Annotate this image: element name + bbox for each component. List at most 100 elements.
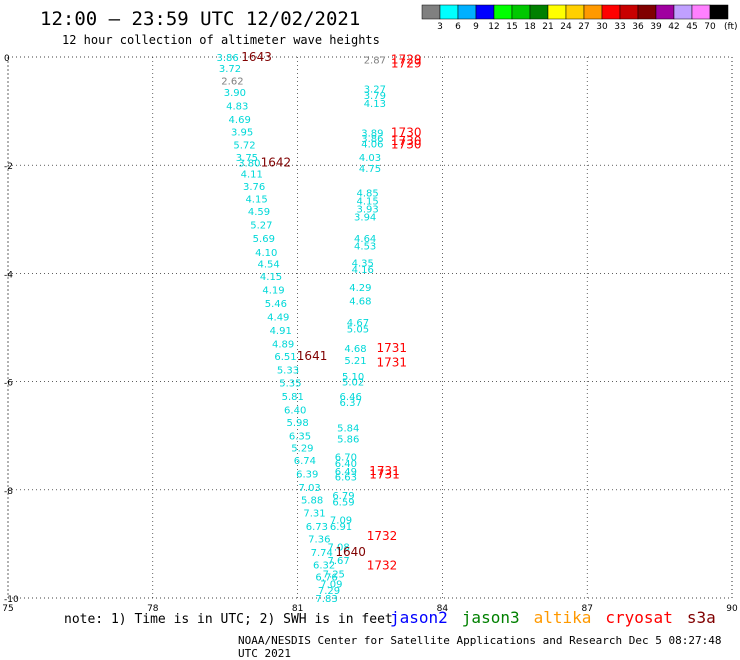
swh-point-label: 5.86 <box>337 434 359 445</box>
swh-point-label: 4.15 <box>356 196 378 207</box>
swh-point-label: 4.68 <box>344 344 366 355</box>
swh-point-label: 6.49 <box>335 467 357 478</box>
swh-point-label: 4.89 <box>272 340 294 351</box>
swh-point-label: 3.86 <box>216 53 238 64</box>
swh-point-label: 5.81 <box>282 392 304 403</box>
satellite-cryosat: cryosat <box>605 608 673 627</box>
legend-label: 30 <box>596 22 608 32</box>
time-label: 1732 <box>367 529 398 543</box>
swh-point-label: 4.49 <box>267 313 289 324</box>
swh-point-label: 5.27 <box>250 221 272 232</box>
swh-point-label: 3.27 <box>364 84 386 95</box>
swh-point-label: 6.39 <box>296 470 318 481</box>
swh-point-label: 6.46 <box>340 392 362 403</box>
time-label: 1731 <box>376 341 407 355</box>
swh-point-label: 5.46 <box>265 299 287 310</box>
swh-point-label: 4.83 <box>226 102 248 113</box>
swh-point-label: 5.35 <box>279 379 301 390</box>
y-tick-label: -8 <box>4 487 13 497</box>
swh-point-label: 4.15 <box>245 195 267 206</box>
swh-point-label: 7.36 <box>308 534 330 545</box>
swh-point-label: 7.74 <box>311 548 333 559</box>
y-tick-label: -4 <box>4 270 13 280</box>
legend-label: 70 <box>704 22 716 32</box>
swh-point-label: 6.91 <box>330 522 352 533</box>
swh-point-label: 7.09 <box>320 579 342 590</box>
legend-label: 39 <box>650 22 662 32</box>
swh-point-label: 6.70 <box>335 452 357 463</box>
legend-unit: (ft) <box>724 22 738 32</box>
legend-label: 21 <box>542 22 553 32</box>
time-label: 1731 <box>376 356 407 370</box>
swh-point-label: 3.75 <box>236 153 258 164</box>
swh-point-label: 4.59 <box>248 207 270 218</box>
swh-point-label: 4.64 <box>354 234 376 245</box>
swh-point-label: 7.09 <box>330 516 352 527</box>
swh-point-label: 7.29 <box>318 586 340 597</box>
swh-point-label: 3.89 <box>361 129 383 140</box>
time-label: 1641 <box>297 349 328 363</box>
time-label: 1640 <box>335 545 366 559</box>
swh-point-label: 4.19 <box>262 286 284 297</box>
swh-point-label: 4.75 <box>359 164 381 175</box>
swh-point-label: 6.40 <box>284 406 306 417</box>
swh-point-label: 4.11 <box>241 169 263 180</box>
swh-point-label: 5.69 <box>253 234 275 245</box>
swh-point-label: 6.32 <box>313 560 335 571</box>
footer-note: note: 1) Time is in UTC; 2) SWH is in fe… <box>64 612 393 627</box>
swh-point-label: 4.53 <box>354 241 376 252</box>
swh-point-label: 4.16 <box>352 265 374 276</box>
swh-point-label: 6.59 <box>332 498 354 509</box>
satellite-altika: altika <box>533 608 592 627</box>
legend-label: 3 <box>437 22 443 32</box>
swh-point-label: 3.79 <box>364 91 386 102</box>
time-label: 1730 <box>391 138 422 152</box>
swh-point-label: 6.79 <box>332 491 354 502</box>
swh-point-label: 6.35 <box>289 432 311 443</box>
swh-point-label: 4.68 <box>349 296 371 307</box>
legend-label: 18 <box>524 22 536 32</box>
swh-point-label: 7.03 <box>299 483 321 494</box>
swh-point-label: 5.29 <box>291 444 313 455</box>
time-label: 1642 <box>261 155 292 169</box>
chart-title: 12:00 — 23:59 UTC 12/02/2021 <box>40 8 361 30</box>
swh-point-label: 4.35 <box>352 259 374 270</box>
x-tick-label: 75 <box>2 604 13 614</box>
swh-point-label: 5.98 <box>286 418 308 429</box>
swh-point-label: 6.74 <box>294 456 316 467</box>
time-label: 1730 <box>391 134 422 148</box>
time-label: 1731 <box>369 468 400 482</box>
legend-label: 36 <box>632 22 644 32</box>
legend-label: 9 <box>473 22 479 32</box>
swh-point-label: 4.13 <box>364 99 386 110</box>
swh-point-label: 4.15 <box>260 272 282 283</box>
legend-label: 33 <box>614 22 625 32</box>
swh-point-label: 6.76 <box>315 572 337 583</box>
swh-point-label: 6.40 <box>335 459 357 470</box>
time-label: 1732 <box>367 559 398 573</box>
satellite-s3a: s3a <box>686 608 716 627</box>
swh-point-label: 5.10 <box>342 372 364 383</box>
time-label: 1643 <box>241 50 272 64</box>
swh-point-label: 3.80 <box>238 158 260 169</box>
swh-point-label: 3.86 <box>361 134 383 145</box>
time-label: 1731 <box>369 464 400 478</box>
legend-label: 15 <box>506 22 517 32</box>
swh-point-label: 3.72 <box>219 64 241 75</box>
x-tick-label: 87 <box>581 604 592 614</box>
swh-point-label: 4.10 <box>255 248 277 259</box>
swh-point-label: 5.05 <box>347 325 369 336</box>
swh-point-label: 4.29 <box>349 283 371 294</box>
swh-point-label: 2.87 <box>364 56 386 67</box>
swh-point-label: 3.90 <box>224 88 246 99</box>
swh-point-label: 4.69 <box>229 115 251 126</box>
swh-point-label: 4.54 <box>258 260 280 271</box>
swh-point-label: 4.03 <box>359 153 381 164</box>
y-tick-label: -6 <box>4 379 13 389</box>
legend-label: 45 <box>686 22 697 32</box>
chart-subtitle: 12 hour collection of altimeter wave hei… <box>62 33 380 47</box>
swh-point-label: 3.93 <box>356 204 378 215</box>
swh-point-label: 5.02 <box>342 378 364 389</box>
footer-credit: NOAA/NESDIS Center for Satellite Applica… <box>238 634 722 660</box>
